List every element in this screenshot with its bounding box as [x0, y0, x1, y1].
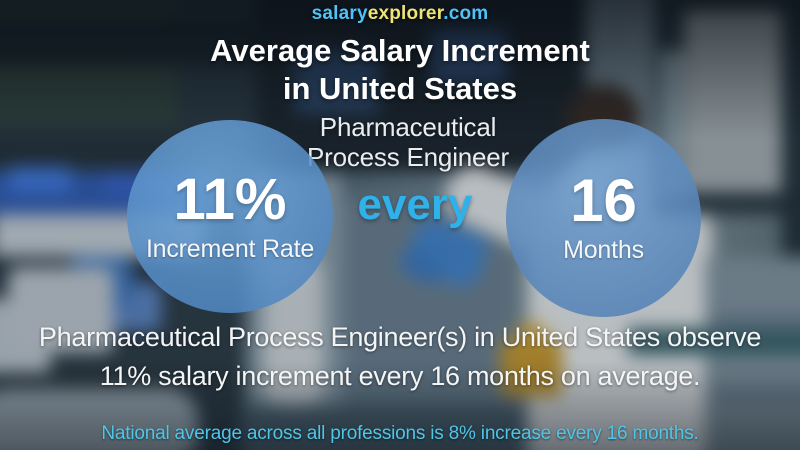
increment-rate-label: Increment Rate [145, 234, 315, 263]
page-title: Average Salary Increment in United State… [0, 32, 800, 108]
months-label: Months [563, 236, 644, 264]
page-title-line2: in United States [282, 71, 518, 106]
summary-line2: 11% salary increment every 16 months on … [99, 361, 701, 391]
national-average-note: National average across all professions … [101, 423, 699, 444]
connector-word: every [357, 180, 473, 229]
bg-shape [7, 166, 72, 194]
bg-shape [518, 323, 545, 343]
increment-rate-circle: 11% Increment Rate [127, 120, 333, 313]
increment-rate-value: 11% [173, 166, 287, 232]
site-logo-salary: salary [311, 3, 368, 24]
job-title: Pharmaceutical Process Engineer [8, 112, 800, 172]
months-circle: 16 Months [506, 119, 701, 317]
bg-shape [712, 391, 800, 400]
site-logo-dotcom: .com [443, 3, 489, 24]
months-value: 16 [570, 167, 637, 234]
bg-shape [627, 327, 800, 356]
bg-shape [500, 338, 563, 397]
bg-shape [712, 315, 800, 324]
summary-line1: Pharmaceutical Process Engineer(s) in Un… [38, 322, 762, 352]
job-title-line2: Process Engineer [306, 142, 510, 172]
bg-shape [7, 267, 114, 353]
summary-text: Pharmaceutical Process Engineer(s) in Un… [0, 318, 800, 396]
site-logo[interactable]: salaryexplorer.com [0, 3, 800, 25]
page-title-line1: Average Salary Increment [210, 33, 590, 68]
job-title-line1: Pharmaceutical [319, 112, 497, 142]
site-logo-explorer: explorer [367, 3, 444, 24]
bg-shape [0, 389, 199, 450]
